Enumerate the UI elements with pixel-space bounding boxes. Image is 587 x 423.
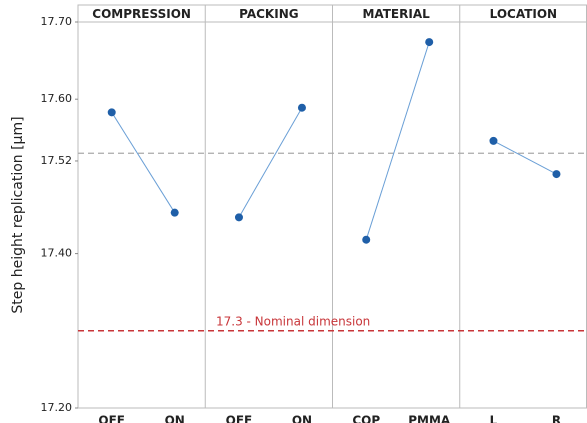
x-tick-label: PMMA [408, 414, 451, 423]
panel-title: MATERIAL [362, 7, 430, 21]
effect-point [234, 213, 243, 222]
effect-point [297, 103, 306, 112]
y-axis-label: Step height replication [µm] [10, 116, 26, 313]
effect-line [238, 107, 303, 218]
y-tick-label: 17.70 [41, 15, 73, 28]
effect-point [425, 38, 434, 47]
panel-title: COMPRESSION [92, 7, 191, 21]
nominal-annotation: 17.3 - Nominal dimension [216, 314, 370, 328]
panel-title: LOCATION [490, 7, 557, 21]
effect-point [170, 208, 179, 217]
effect-line [493, 140, 557, 175]
x-tick-label: R [552, 414, 561, 423]
effect-point [107, 108, 116, 117]
y-tick-label: 17.20 [41, 401, 73, 414]
effect-line [365, 41, 430, 240]
x-tick-label: OFF [226, 414, 253, 423]
effect-line [111, 112, 176, 213]
y-tick-label: 17.40 [41, 247, 73, 260]
x-tick-label: OFF [98, 414, 125, 423]
effect-point [552, 170, 561, 179]
effect-point [489, 136, 498, 145]
x-tick-label: ON [292, 414, 312, 423]
x-tick-label: COP [352, 414, 380, 423]
x-tick-label: ON [165, 414, 185, 423]
y-tick-label: 17.52 [41, 154, 73, 167]
y-tick-label: 17.60 [41, 92, 73, 105]
panel-title: PACKING [239, 7, 298, 21]
effect-point [362, 235, 371, 244]
x-tick-label: L [490, 414, 498, 423]
